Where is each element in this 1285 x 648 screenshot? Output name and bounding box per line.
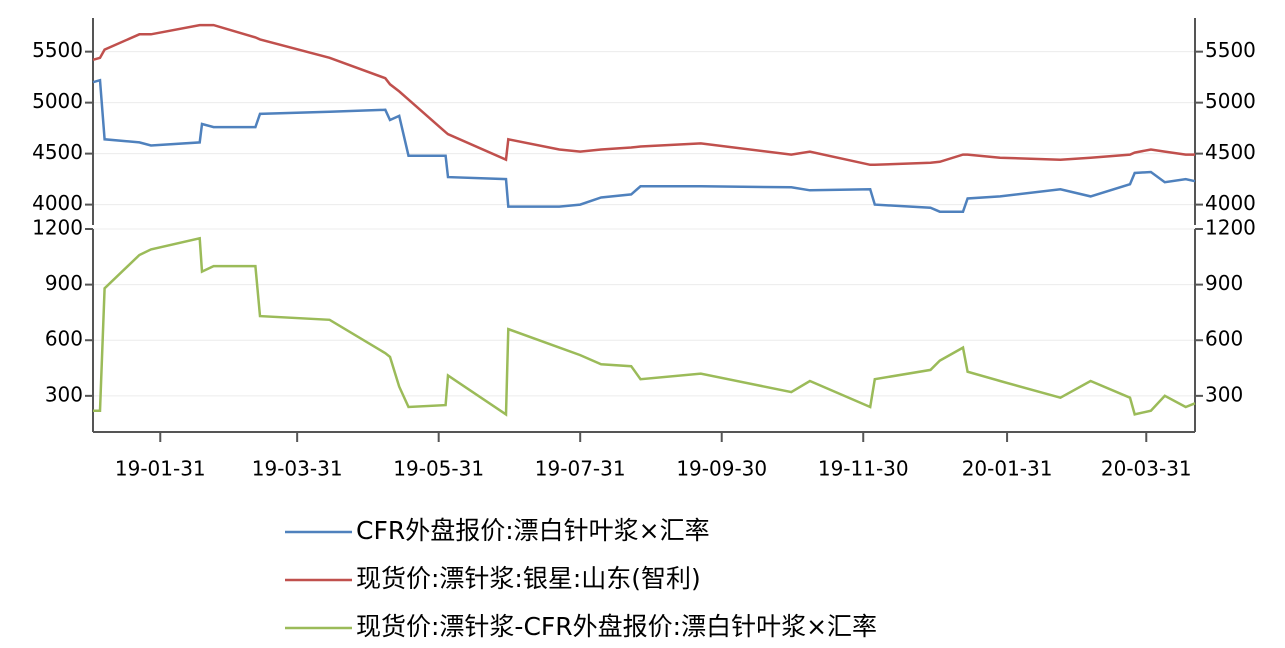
x-tick-label: 19-01-31 xyxy=(115,457,206,481)
y2-tick-label: 5500 xyxy=(1205,38,1256,62)
y2-tick-label: 300 xyxy=(1205,382,1243,406)
y2-tick-label: 1200 xyxy=(1205,216,1256,240)
legend-label: 现货价:漂针浆-CFR外盘报价:漂白针叶浆×汇率 xyxy=(356,612,877,641)
series-line xyxy=(92,23,1195,167)
y2-tick-label: 5000 xyxy=(1205,89,1256,113)
y-tick-label: 4500 xyxy=(32,140,83,164)
y-tick-label: 1200 xyxy=(32,216,83,240)
legend-label: CFR外盘报价:漂白针叶浆×汇率 xyxy=(356,516,710,545)
y-tick-label: 600 xyxy=(45,327,83,351)
y-tick-label: 900 xyxy=(45,271,83,295)
series-line xyxy=(92,78,1196,213)
x-tick-label: 19-11-30 xyxy=(818,457,909,481)
x-tick-label: 19-05-31 xyxy=(393,457,484,481)
legend-label: 现货价:漂针浆:银星:山东(智利) xyxy=(356,564,701,593)
x-tick-label: 19-03-31 xyxy=(252,457,343,481)
x-tick-label: 19-09-30 xyxy=(676,457,767,481)
x-tick-label: 20-01-31 xyxy=(962,457,1053,481)
series-line xyxy=(93,236,1196,417)
y-tick-label: 5500 xyxy=(32,38,83,62)
y-tick-label: 5000 xyxy=(32,89,83,113)
y2-tick-label: 4000 xyxy=(1205,191,1256,215)
y-tick-label: 4000 xyxy=(32,191,83,215)
y2-tick-label: 600 xyxy=(1205,327,1243,351)
y-tick-label: 300 xyxy=(45,382,83,406)
x-tick-label: 20-03-31 xyxy=(1101,457,1192,481)
x-tick-label: 19-07-31 xyxy=(535,457,626,481)
y2-tick-label: 900 xyxy=(1205,271,1243,295)
y2-tick-label: 4500 xyxy=(1205,140,1256,164)
